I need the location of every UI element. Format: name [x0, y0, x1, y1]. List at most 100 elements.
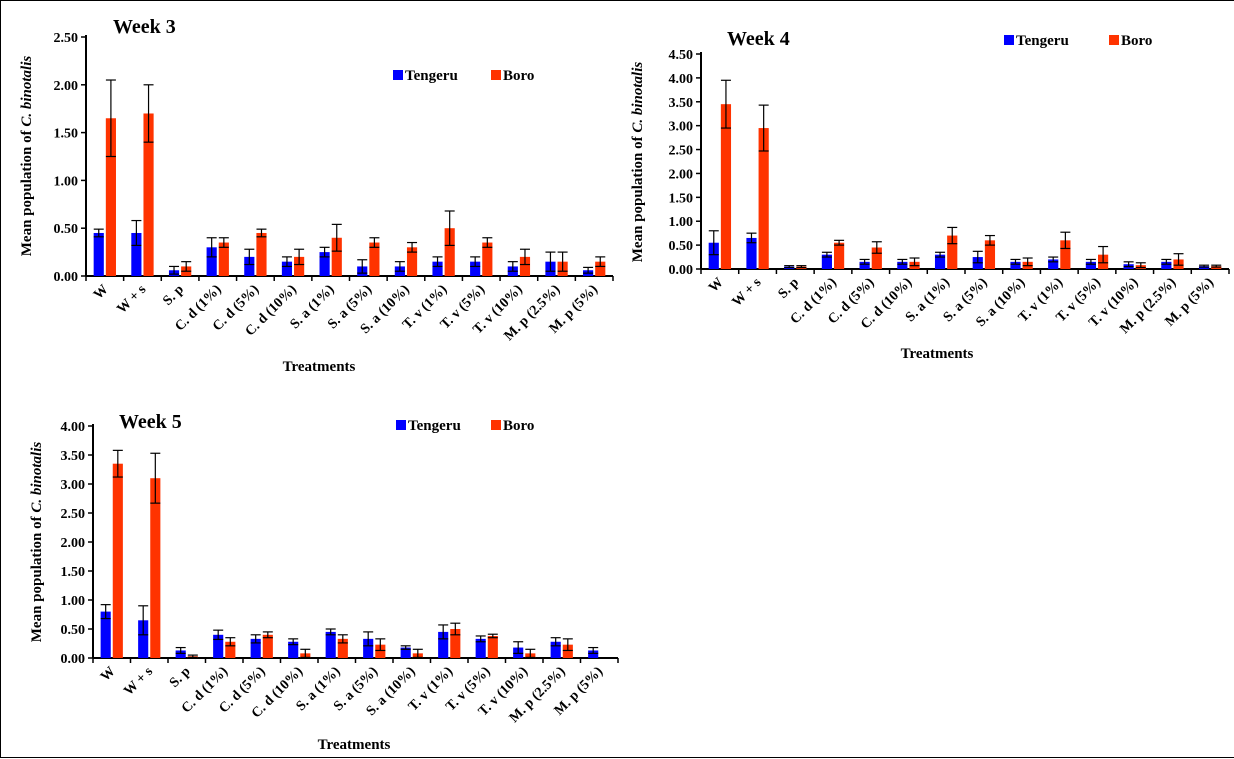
y-tick-label: 3.50	[669, 96, 694, 111]
bar-tengeru	[1161, 261, 1172, 269]
bar-tengeru	[400, 647, 411, 658]
legend-label-tengeru: Tengeru	[1016, 33, 1069, 49]
bar-boro	[369, 242, 380, 276]
bar-tengeru	[281, 261, 293, 276]
bar-boro	[294, 256, 305, 276]
y-axis-label-text: Mean population of	[29, 513, 45, 643]
bar-tengeru	[244, 256, 255, 276]
x-tick-label: S. p	[160, 282, 187, 309]
y-tick-label: 1.00	[54, 174, 79, 189]
bar-boro	[331, 237, 342, 276]
bar-tengeru	[206, 247, 217, 276]
bar-tengeru	[708, 242, 719, 269]
y-axis-label-text: Mean population of	[19, 127, 35, 257]
chart-week-3: 0.000.501.001.502.002.50W W + s S. pC. d (…	[19, 16, 614, 375]
y-tick-label: 1.50	[54, 127, 79, 142]
x-tick-label: W	[98, 664, 119, 685]
bar-boro	[487, 635, 498, 658]
y-axis-label: Mean population of C. binotalis	[29, 442, 45, 643]
bar-boro	[984, 240, 996, 269]
x-tick-label: W	[706, 275, 727, 296]
bar-tengeru	[325, 631, 336, 658]
legend-label-boro: Boro	[503, 418, 534, 434]
bar-boro	[1060, 240, 1071, 269]
bar-boro	[218, 242, 229, 276]
y-tick-label: 3.00	[669, 120, 694, 135]
y-tick-label: 1.00	[669, 215, 694, 230]
bar-tengeru	[1010, 261, 1021, 269]
bar-tengeru	[319, 252, 330, 276]
bar-tengeru	[93, 232, 104, 276]
y-axis-label: Mean population of C. binotalis	[19, 56, 35, 257]
legend-swatch-tengeru	[393, 70, 403, 80]
bar-tengeru	[288, 641, 299, 658]
legend-swatch-tengeru	[396, 420, 406, 430]
bar-boro	[482, 242, 493, 276]
legend-swatch-boro	[1109, 35, 1119, 45]
bar-boro	[720, 104, 732, 270]
y-tick-label: 0.00	[61, 652, 86, 667]
x-tick-label: W + s	[730, 275, 765, 310]
y-tick-label: 2.50	[61, 507, 86, 522]
y-axis-label-species: C. binotalis	[19, 56, 35, 127]
bar-boro	[519, 256, 531, 276]
legend-label-boro: Boro	[1121, 33, 1152, 49]
y-tick-label: 3.00	[61, 478, 86, 493]
x-axis-label: Treatments	[283, 359, 356, 375]
y-tick-label: 0.50	[54, 222, 79, 237]
legend-label-tengeru: Tengeru	[405, 68, 458, 84]
bar-boro	[262, 634, 273, 658]
bar-boro	[947, 235, 958, 269]
y-tick-label: 0.50	[669, 239, 694, 254]
bar-tengeru	[175, 650, 186, 658]
y-tick-label: 4.50	[669, 48, 694, 63]
bar-boro	[112, 463, 123, 658]
x-axis-label: Treatments	[318, 737, 391, 753]
bar-tengeru	[138, 620, 149, 658]
y-tick-label: 2.00	[61, 536, 86, 551]
x-tick-label: W + s	[115, 282, 150, 317]
y-tick-label: 0.00	[669, 263, 694, 278]
x-tick-label: W + s	[121, 664, 156, 699]
y-tick-label: 4.00	[61, 420, 86, 435]
chart-week-5: 0.00 0.50 1.00 1.50 2.00 2.50 3.00 3.50 4.00 W W +…	[29, 411, 619, 753]
y-tick-label: 2.50	[669, 144, 694, 159]
y-tick-label: 2.50	[54, 31, 79, 46]
bar-boro	[337, 638, 348, 658]
chart-week-4: 0.00 0.50 1.00 1.50 2.00 2.50 3.00 3.50 4.00 4.50…	[630, 28, 1230, 362]
bar-boro	[150, 478, 161, 658]
y-tick-label: 2.00	[669, 167, 694, 182]
y-tick-label: 1.50	[669, 191, 694, 206]
bar-tengeru	[1085, 261, 1096, 269]
chart-title: Week 3	[113, 16, 176, 38]
bar-tengeru	[588, 650, 599, 658]
bar-tengeru	[438, 631, 449, 658]
legend-swatch-boro	[491, 420, 501, 430]
legend-label-tengeru: Tengeru	[408, 418, 461, 434]
bar-tengeru	[470, 261, 481, 276]
y-tick-label: 1.00	[61, 594, 86, 609]
bar-tengeru	[821, 254, 832, 269]
bar-boro	[450, 629, 461, 658]
legend-label-boro: Boro	[503, 68, 534, 84]
bar-tengeru	[746, 237, 757, 269]
bar-boro	[444, 228, 455, 276]
bar-tengeru	[550, 641, 561, 658]
bar-boro	[406, 247, 418, 276]
bar-tengeru	[934, 254, 946, 269]
bar-boro	[143, 113, 154, 276]
y-axis-label-species: C. binotalis	[29, 442, 45, 513]
bar-boro	[105, 118, 116, 276]
y-axis-label-text: Mean population of	[630, 133, 646, 263]
bar-boro	[871, 247, 882, 269]
x-tick-label: W	[91, 282, 112, 303]
y-tick-label: 3.50	[61, 449, 86, 464]
y-axis-label: Mean population of C. binotalis	[630, 62, 646, 263]
y-tick-label: 2.00	[54, 79, 79, 94]
x-tick-label: S. p	[776, 275, 803, 302]
x-axis-label: Treatments	[901, 346, 974, 362]
legend-swatch-tengeru	[1004, 35, 1014, 45]
bar-boro	[375, 644, 386, 658]
